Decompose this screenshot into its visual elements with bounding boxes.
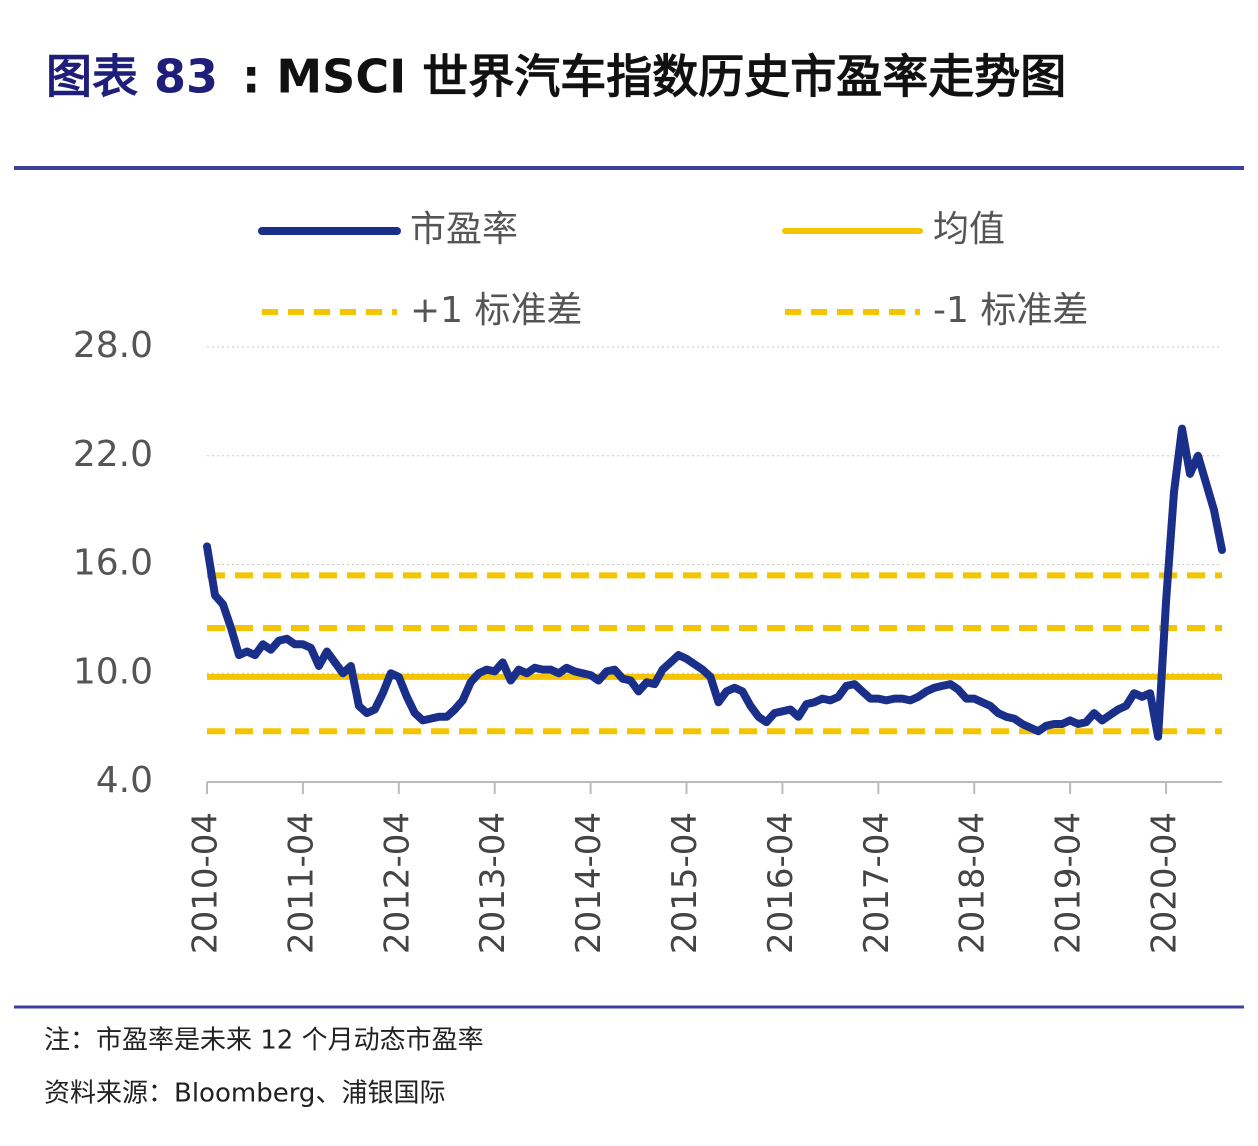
x-tick-label: 2017-04 <box>857 812 897 954</box>
chart-title: : MSCI 世界汽车指数历史市盈率走势图 <box>242 50 1066 104</box>
y-tick-label: 4.0 <box>96 760 153 801</box>
x-tick-label: 2016-04 <box>761 812 801 954</box>
source: 资料来源：Bloomberg、浦银国际 <box>44 1079 445 1109</box>
y-tick-label: 22.0 <box>73 434 153 475</box>
x-tick-label: 2012-04 <box>377 812 417 954</box>
y-tick-label: 28.0 <box>73 325 153 366</box>
legend-label: 均值 <box>933 209 1005 250</box>
x-tick-label: 2014-04 <box>569 812 609 954</box>
x-tick-label: 2010-04 <box>186 812 226 954</box>
y-tick-label: 16.0 <box>73 543 153 584</box>
x-tick-label: 2011-04 <box>281 812 321 954</box>
legend-label: 市盈率 <box>410 209 518 250</box>
pe-line <box>203 424 1226 741</box>
x-tick-label: 2018-04 <box>953 812 993 954</box>
legend-label: +1 标准差 <box>410 290 583 331</box>
y-tick-label: 10.0 <box>73 651 153 692</box>
note: 注：市盈率是未来 12 个月动态市盈率 <box>44 1026 484 1056</box>
x-tick-label: 2019-04 <box>1049 812 1089 954</box>
x-tick-label: 2015-04 <box>665 812 705 954</box>
x-tick-label: 2013-04 <box>473 812 513 954</box>
x-tick-label: 2020-04 <box>1145 812 1185 954</box>
figure-label: 图表 83 <box>46 50 218 104</box>
legend-label: -1 标准差 <box>933 290 1088 331</box>
